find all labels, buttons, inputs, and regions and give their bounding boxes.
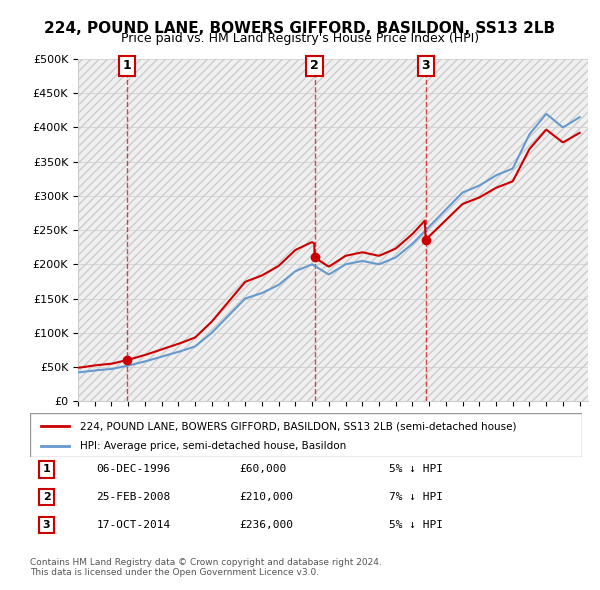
Text: 1: 1 (43, 464, 50, 474)
Bar (295, 59, 312, 401)
Bar (245, 59, 262, 401)
Text: 5% ↓ HPI: 5% ↓ HPI (389, 464, 443, 474)
Text: 3: 3 (43, 520, 50, 530)
Bar (128, 59, 145, 401)
Bar (479, 59, 496, 401)
Text: 17-OCT-2014: 17-OCT-2014 (96, 520, 170, 530)
Bar (229, 59, 245, 401)
Text: 3: 3 (421, 60, 430, 73)
Bar (262, 59, 278, 401)
Text: 224, POUND LANE, BOWERS GIFFORD, BASILDON, SS13 2LB: 224, POUND LANE, BOWERS GIFFORD, BASILDO… (44, 21, 556, 35)
Bar (463, 59, 479, 401)
Bar (346, 59, 362, 401)
Text: 1: 1 (122, 60, 131, 73)
Text: £60,000: £60,000 (240, 464, 287, 474)
Bar (563, 59, 580, 401)
Bar (329, 59, 346, 401)
Bar (212, 59, 229, 401)
Bar (529, 59, 546, 401)
Text: HPI: Average price, semi-detached house, Basildon: HPI: Average price, semi-detached house,… (80, 441, 346, 451)
Bar (278, 59, 295, 401)
Bar (195, 59, 212, 401)
Text: Contains HM Land Registry data © Crown copyright and database right 2024.
This d: Contains HM Land Registry data © Crown c… (30, 558, 382, 577)
Text: 25-FEB-2008: 25-FEB-2008 (96, 492, 170, 502)
Bar (513, 59, 529, 401)
Text: 224, POUND LANE, BOWERS GIFFORD, BASILDON, SS13 2LB (semi-detached house): 224, POUND LANE, BOWERS GIFFORD, BASILDO… (80, 421, 516, 431)
Text: £236,000: £236,000 (240, 520, 294, 530)
Text: 7% ↓ HPI: 7% ↓ HPI (389, 492, 443, 502)
Bar (178, 59, 195, 401)
Text: 2: 2 (43, 492, 50, 502)
Bar (78, 59, 95, 401)
Bar (95, 59, 112, 401)
Bar (362, 59, 379, 401)
Bar (161, 59, 178, 401)
Bar (496, 59, 513, 401)
Bar (446, 59, 463, 401)
Bar (379, 59, 396, 401)
Text: 06-DEC-1996: 06-DEC-1996 (96, 464, 170, 474)
Bar (429, 59, 446, 401)
Bar (412, 59, 429, 401)
Text: Price paid vs. HM Land Registry's House Price Index (HPI): Price paid vs. HM Land Registry's House … (121, 32, 479, 45)
Bar (312, 59, 329, 401)
Bar (145, 59, 161, 401)
Text: 2: 2 (310, 60, 319, 73)
Bar (396, 59, 412, 401)
Text: 5% ↓ HPI: 5% ↓ HPI (389, 520, 443, 530)
Text: £210,000: £210,000 (240, 492, 294, 502)
Bar (546, 59, 563, 401)
Bar (112, 59, 128, 401)
